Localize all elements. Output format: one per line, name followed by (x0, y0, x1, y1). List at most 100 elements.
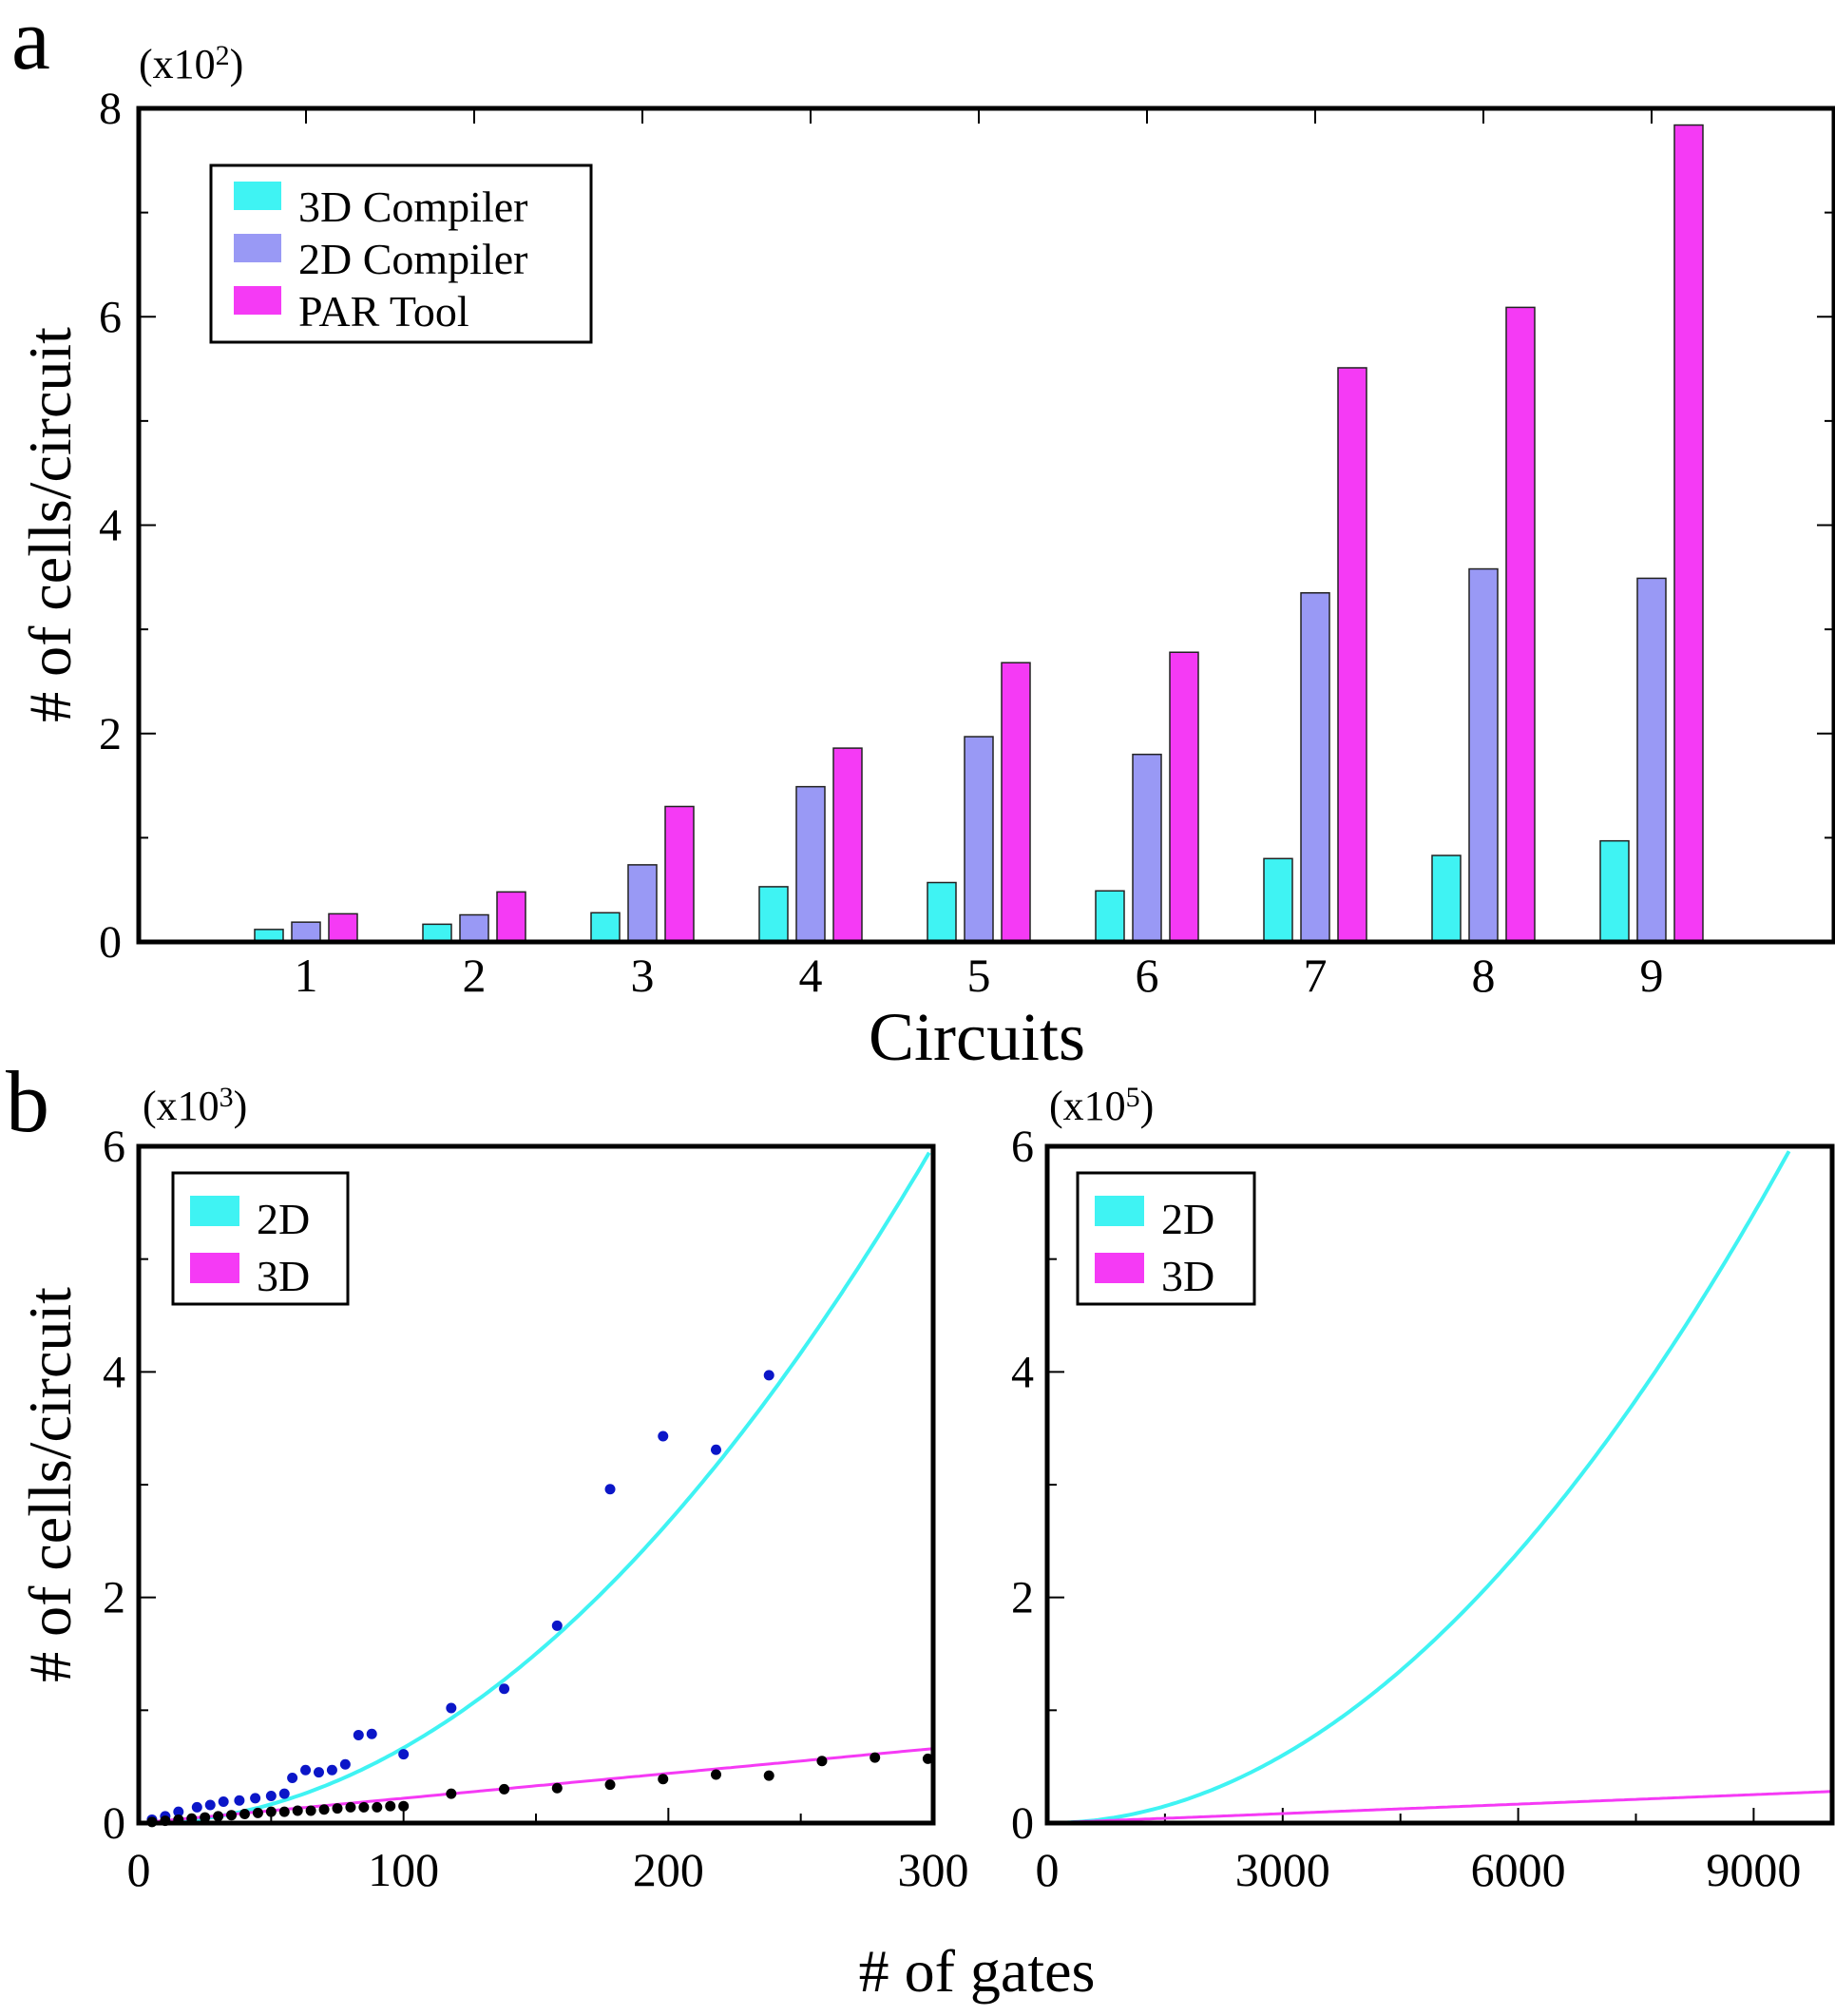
chart-a-x-tick-label: 7 (1304, 949, 1328, 1002)
b1-point-2d (173, 1806, 184, 1817)
b1-point-3d (870, 1752, 881, 1763)
bar-3d-compiler-9 (1599, 839, 1630, 943)
b1-point-2d (300, 1764, 312, 1776)
b1-point-3d (332, 1803, 343, 1814)
b1-point-2d (658, 1430, 669, 1442)
b1-point-2d (250, 1793, 261, 1804)
b2-x-tick-label: 3000 (1235, 1843, 1330, 1896)
b1-y-tick-label: 0 (103, 1798, 125, 1849)
panel-label-b: b (6, 1053, 49, 1150)
bar-2d-compiler-8 (1468, 567, 1499, 943)
b1-point-2d (604, 1484, 616, 1495)
chart-b2-legend-swatch-3d (1095, 1253, 1144, 1283)
bar-2d-compiler-1 (291, 921, 321, 943)
legend-swatch-3d-compiler (234, 182, 281, 210)
bar-3d-compiler-8 (1431, 854, 1462, 943)
bar-2d-compiler-9 (1636, 577, 1667, 943)
bar-par-tool-1 (328, 912, 358, 943)
b1-point-3d (816, 1756, 828, 1767)
b1-point-2d (234, 1795, 245, 1806)
b1-point-3d (200, 1812, 211, 1823)
b2-fit-2d (1047, 1150, 1791, 1825)
chart-a-y-tick-label: 8 (99, 84, 122, 134)
b1-point-3d (922, 1753, 933, 1764)
chart-b1-frame (136, 1143, 936, 1826)
b1-point-3d (604, 1779, 616, 1791)
chart-b2-multiplier: (x105) (1049, 1082, 1154, 1129)
bar-3d-compiler-6 (1095, 890, 1125, 943)
chart-b2-frame (1044, 1143, 1835, 1826)
chart-a-y-tick-labels: 0 2 4 6 8 (99, 84, 122, 968)
b1-point-2d (265, 1791, 277, 1802)
chart-a-legend: 3D Compiler 2D Compiler PAR Tool (209, 163, 593, 344)
b1-x-tick-label: 100 (368, 1843, 439, 1896)
legend-swatch-2d-compiler (234, 234, 281, 262)
chart-a-x-tick-label: 3 (631, 949, 655, 1002)
chart-a-x-tick-label: 9 (1640, 949, 1664, 1002)
chart-a-y-tick-label: 2 (99, 709, 122, 759)
b1-point-3d (252, 1807, 263, 1818)
chart-b2-x-tick-labels: 0 3000 6000 9000 (1036, 1843, 1802, 1896)
b1-point-2d (287, 1773, 298, 1784)
chart-b1-legend: 2D 3D (171, 1171, 350, 1306)
b1-point-3d (213, 1811, 224, 1822)
chart-b1-legend-swatch-2d (190, 1196, 239, 1226)
b1-point-2d (398, 1749, 410, 1760)
chart-a: (x102) 0 2 4 6 8 1 2 3 4 5 6 7 8 9 Circuits # of cel… (16, 40, 1835, 1075)
chart-b1-y-tick-labels: 0 2 4 6 (103, 1122, 125, 1849)
b2-y-tick-label: 2 (1011, 1573, 1034, 1623)
b1-point-3d (265, 1806, 277, 1817)
bar-par-tool-5 (1001, 662, 1031, 943)
b1-point-2d (313, 1767, 324, 1778)
b2-x-tick-label: 9000 (1706, 1843, 1801, 1896)
b1-point-3d (446, 1788, 457, 1799)
b1-point-3d (499, 1783, 510, 1795)
chart-a-x-tick-label: 1 (295, 949, 318, 1002)
chart-a-x-tick-label: 6 (1136, 949, 1159, 1002)
b2-x-tick-label: 6000 (1471, 1843, 1566, 1896)
bar-3d-compiler-4 (758, 886, 789, 943)
b1-point-2d (191, 1801, 202, 1813)
legend-swatch-par-tool (234, 286, 281, 315)
b1-point-2d (366, 1728, 377, 1739)
b1-point-2d (326, 1764, 337, 1776)
b1-y-tick-label: 4 (103, 1347, 125, 1397)
chart-b1-points (146, 1370, 933, 1828)
chart-a-y-tick-label: 4 (99, 501, 122, 551)
b2-fit-3d (1046, 1790, 1833, 1825)
b1-point-2d (710, 1444, 721, 1455)
bar-par-tool-9 (1673, 124, 1704, 943)
b1-point-2d (204, 1799, 216, 1811)
shared-x-axis-label: # of gates (859, 1937, 1096, 2005)
b1-point-2d (446, 1702, 457, 1714)
chart-b1-legend-label-3d: 3D (257, 1252, 310, 1300)
chart-b1-x-tick-labels: 0 100 200 300 (127, 1843, 969, 1896)
b1-point-3d (226, 1810, 238, 1821)
bar-par-tool-2 (496, 891, 526, 943)
chart-a-frame (136, 106, 1835, 945)
chart-a-y-axis-label: # of cells/circuit (16, 327, 84, 722)
bar-par-tool-7 (1337, 367, 1367, 943)
bar-par-tool-3 (664, 805, 695, 943)
b1-point-3d (292, 1805, 303, 1816)
chart-b2-legend-label-3d: 3D (1161, 1252, 1214, 1300)
b1-point-2d (339, 1758, 351, 1770)
b1-point-3d (345, 1801, 356, 1813)
bar-3d-compiler-3 (590, 912, 621, 943)
b1-point-3d (763, 1770, 774, 1781)
b1-point-3d (239, 1809, 250, 1820)
b1-point-3d (658, 1774, 669, 1785)
bar-2d-compiler-2 (459, 913, 489, 943)
chart-b2-legend: 2D 3D (1076, 1171, 1256, 1306)
panel-label-a: a (11, 0, 50, 87)
b1-point-3d (385, 1800, 396, 1812)
b1-point-3d (318, 1804, 330, 1815)
chart-a-multiplier: (x102) (139, 40, 243, 87)
chart-b2-y-tick-labels: 0 2 4 6 (1011, 1122, 1034, 1849)
chart-a-y-tick-label: 0 (99, 917, 122, 968)
bar-2d-compiler-6 (1132, 753, 1162, 943)
chart-a-bars (254, 124, 1704, 943)
b1-point-3d (398, 1800, 410, 1812)
bar-2d-compiler-3 (627, 864, 658, 943)
